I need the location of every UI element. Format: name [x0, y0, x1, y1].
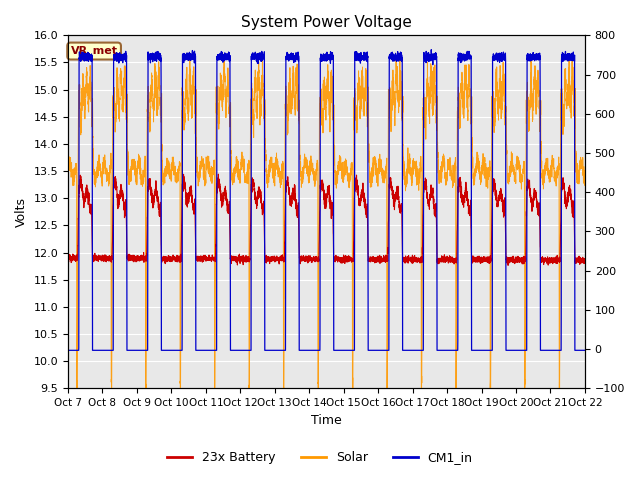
Legend: 23x Battery, Solar, CM1_in: 23x Battery, Solar, CM1_in — [163, 446, 477, 469]
Y-axis label: Volts: Volts — [15, 197, 28, 227]
X-axis label: Time: Time — [311, 414, 342, 427]
Text: VR_met: VR_met — [70, 46, 118, 56]
Title: System Power Voltage: System Power Voltage — [241, 15, 412, 30]
